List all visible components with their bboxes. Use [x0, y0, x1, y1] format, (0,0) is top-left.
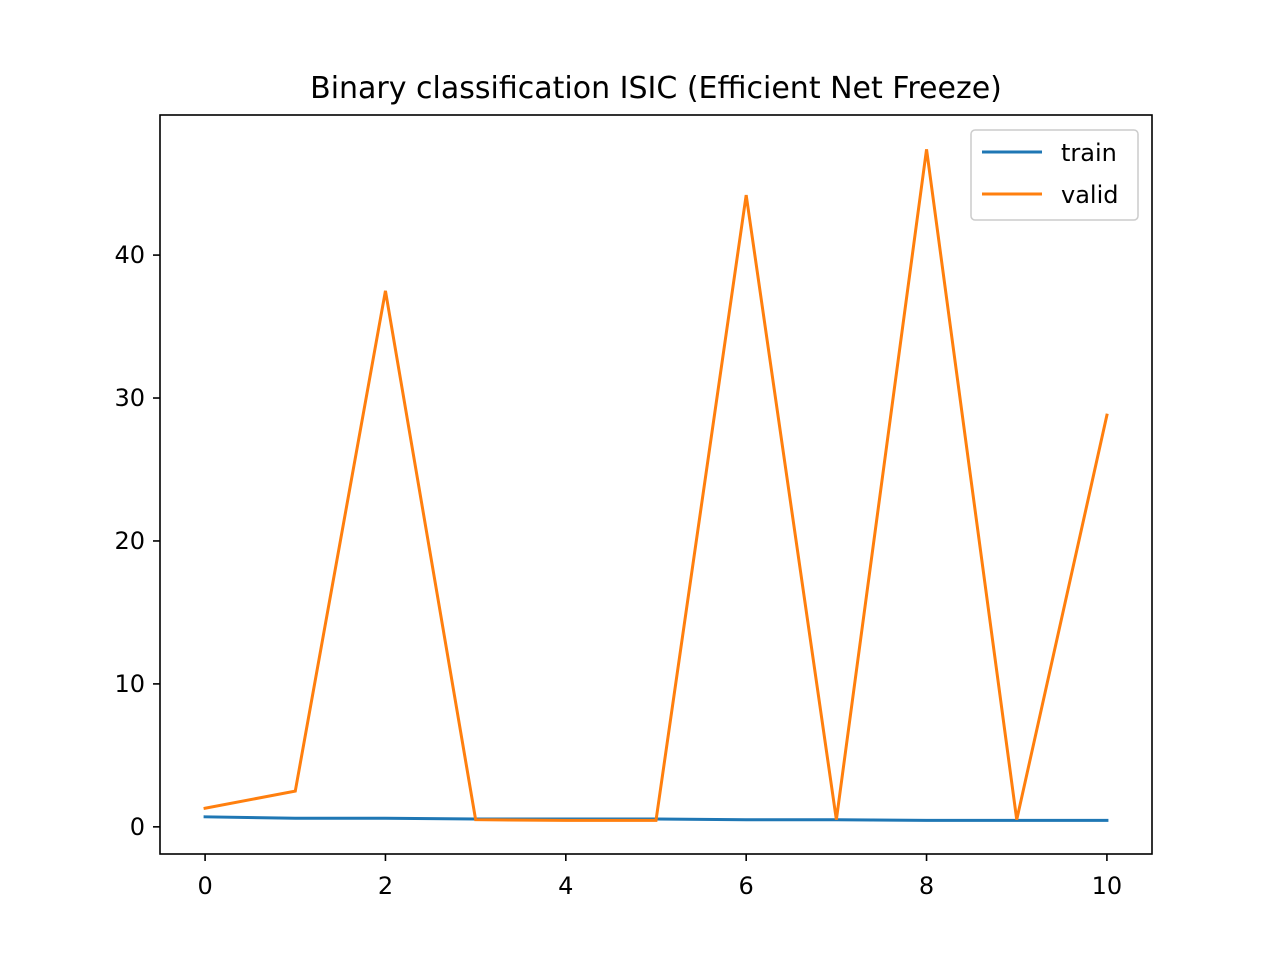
y-axis: 0 10 20 30 40	[114, 241, 160, 841]
y-tick-label: 40	[114, 241, 145, 269]
legend-train-label: train	[1061, 139, 1117, 167]
x-tick-label: 4	[558, 872, 573, 900]
y-tick-label: 30	[114, 384, 145, 412]
x-tick-label: 0	[197, 872, 212, 900]
x-tick-label: 10	[1092, 872, 1123, 900]
x-tick-label: 6	[739, 872, 754, 900]
legend: train valid	[970, 129, 1139, 221]
x-tick-label: 2	[378, 872, 393, 900]
x-tick-label: 8	[919, 872, 934, 900]
plot-frame	[159, 114, 1153, 855]
y-tick-label: 0	[130, 813, 145, 841]
x-axis: 0 2 4 6 8 10	[197, 854, 1122, 900]
legend-valid-label: valid	[1061, 181, 1118, 209]
plot-area	[160, 115, 1152, 854]
y-tick-label: 20	[114, 527, 145, 555]
chart-title: Binary classification ISIC (Efficient Ne…	[310, 71, 1002, 106]
series-layer	[203, 149, 1109, 822]
y-tick-label: 10	[114, 670, 145, 698]
